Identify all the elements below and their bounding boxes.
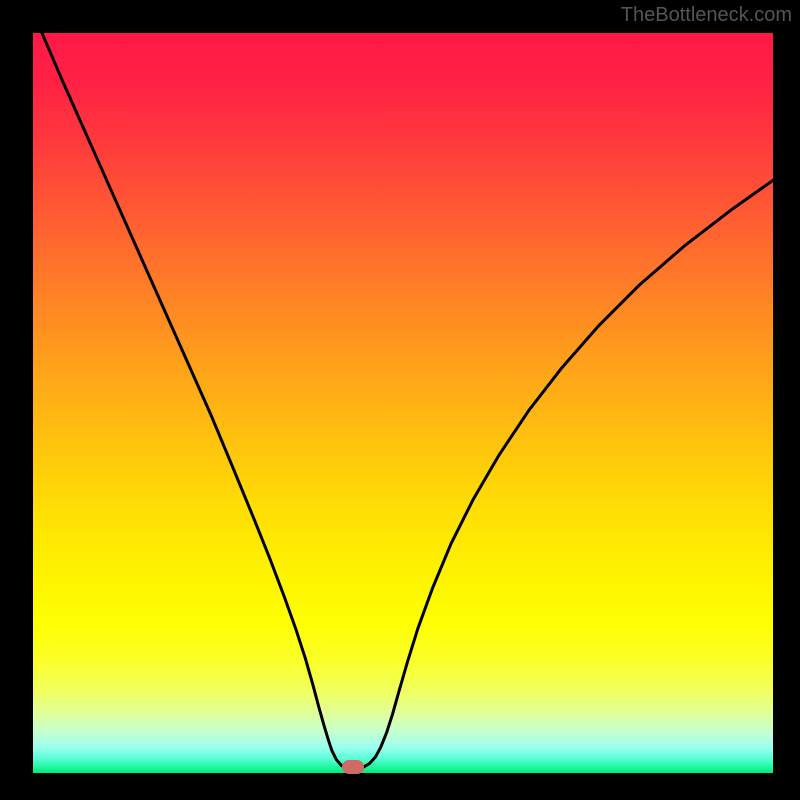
- watermark-text: TheBottleneck.com: [621, 4, 792, 27]
- gradient-background: [33, 33, 773, 773]
- optimal-point-marker: [342, 760, 364, 774]
- plot-area: [33, 33, 773, 773]
- chart-container: TheBottleneck.com: [0, 0, 800, 800]
